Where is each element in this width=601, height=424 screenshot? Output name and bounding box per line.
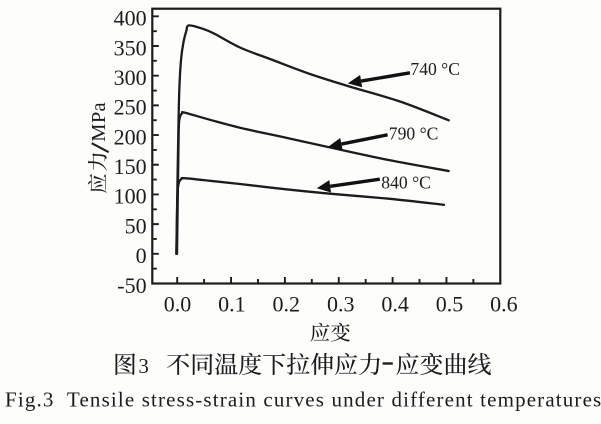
svg-text:3: 3 bbox=[138, 354, 149, 378]
svg-text:840 °C: 840 °C bbox=[381, 173, 431, 193]
svg-text:MPa: MPa bbox=[88, 102, 110, 142]
svg-text:Fig.3 Tensile stress-strain c: Fig.3 Tensile stress-strain curves under… bbox=[5, 388, 601, 412]
svg-text:350: 350 bbox=[114, 35, 147, 60]
svg-text:200: 200 bbox=[114, 124, 147, 149]
svg-text:0.4: 0.4 bbox=[381, 292, 409, 317]
svg-text:790 °C: 790 °C bbox=[389, 123, 439, 143]
svg-text:0: 0 bbox=[136, 243, 147, 268]
svg-text:300: 300 bbox=[114, 65, 147, 90]
svg-text:50: 50 bbox=[125, 213, 147, 238]
svg-text:0.0: 0.0 bbox=[164, 292, 192, 317]
svg-text:0.1: 0.1 bbox=[218, 292, 246, 317]
svg-text:0.2: 0.2 bbox=[273, 292, 301, 317]
svg-text:150: 150 bbox=[114, 154, 147, 179]
svg-text:400: 400 bbox=[114, 6, 147, 31]
svg-text:250: 250 bbox=[114, 95, 147, 120]
svg-text:0.6: 0.6 bbox=[490, 292, 518, 317]
svg-text:0.3: 0.3 bbox=[327, 292, 355, 317]
svg-text:-50: -50 bbox=[117, 273, 146, 298]
svg-text:0.5: 0.5 bbox=[436, 292, 464, 317]
svg-text:740 °C: 740 °C bbox=[410, 59, 460, 79]
svg-text:100: 100 bbox=[114, 184, 147, 209]
